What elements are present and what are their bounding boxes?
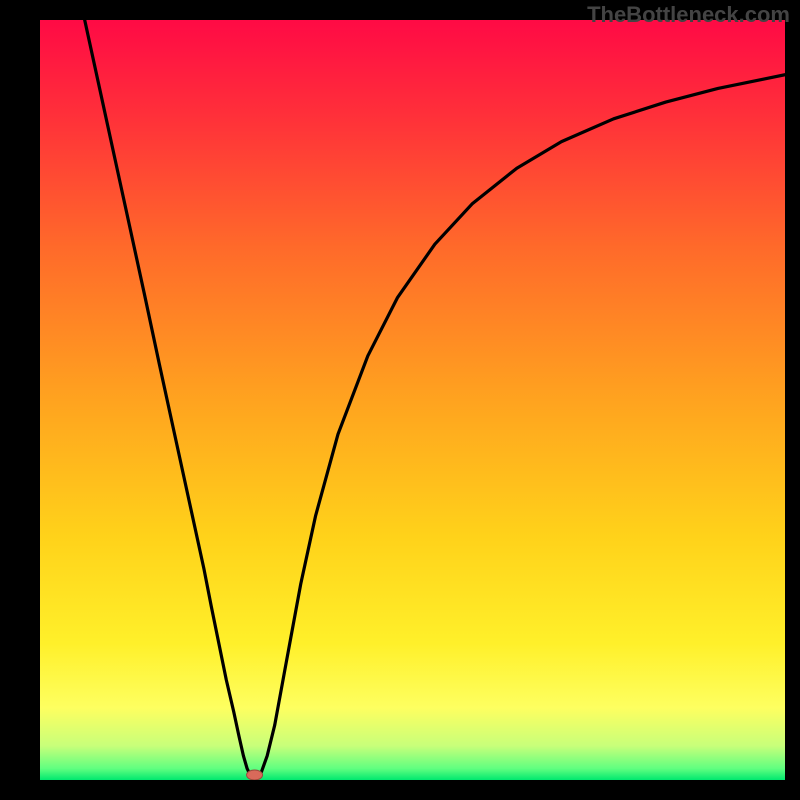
heatmap-background bbox=[40, 20, 785, 780]
chart-frame: TheBottleneck.com bbox=[0, 0, 800, 800]
plot-area bbox=[40, 20, 785, 780]
plot-svg bbox=[40, 20, 785, 780]
optimal-marker bbox=[247, 770, 263, 780]
attribution-label: TheBottleneck.com bbox=[587, 2, 790, 28]
